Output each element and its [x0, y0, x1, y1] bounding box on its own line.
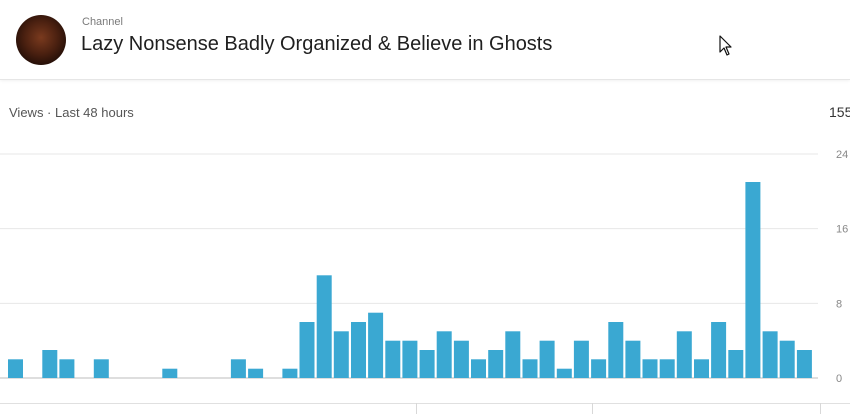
channel-title[interactable]: Lazy Nonsense Badly Organized & Believe … [81, 33, 553, 55]
chart-bar[interactable] [385, 340, 401, 378]
chart-bar[interactable] [282, 368, 298, 378]
chart-bar[interactable] [625, 340, 641, 378]
channel-avatar[interactable] [16, 15, 66, 65]
y-tick-label: 16 [836, 224, 848, 236]
chart-bar[interactable] [471, 359, 486, 378]
chart-bar[interactable] [745, 182, 761, 378]
chart-bar[interactable] [591, 359, 607, 378]
x-axis-divider [416, 403, 417, 414]
chart-bar[interactable] [488, 350, 504, 378]
chart-bar[interactable] [248, 368, 264, 378]
chart-bar[interactable] [762, 331, 778, 378]
chart-bar[interactable] [779, 340, 795, 378]
chart-bar[interactable] [299, 322, 315, 378]
chart-bar[interactable] [539, 340, 555, 378]
chart-bar[interactable] [316, 275, 332, 378]
chart-bar[interactable] [676, 331, 692, 378]
x-axis-line [0, 403, 850, 404]
chart-bar[interactable] [59, 359, 75, 378]
chart-bar[interactable] [351, 322, 366, 378]
chart-bar[interactable] [659, 359, 675, 378]
channel-header: Channel Lazy Nonsense Badly Organized & … [0, 0, 850, 80]
chart-bar[interactable] [796, 350, 812, 378]
views-period-label: Views · Last 48 hours [9, 105, 134, 120]
x-axis-divider [820, 403, 821, 414]
y-tick-label: 0 [836, 373, 842, 385]
x-axis-divider [592, 403, 593, 414]
chart-bar[interactable] [8, 359, 23, 378]
chart-bar[interactable] [505, 331, 521, 378]
chart-bar[interactable] [333, 331, 349, 378]
views-total: 155 [829, 104, 850, 120]
chart-bar[interactable] [368, 312, 384, 378]
chart-bar[interactable] [436, 331, 452, 378]
chart-bar[interactable] [419, 350, 435, 378]
chart-bar[interactable] [402, 340, 418, 378]
y-tick-label: 24 [836, 149, 848, 161]
header-kicker: Channel [82, 16, 123, 28]
chart-bar[interactable] [453, 340, 469, 378]
y-tick-label: 8 [836, 298, 842, 310]
chart-bar[interactable] [93, 359, 109, 378]
chart-bar[interactable] [556, 368, 572, 378]
chart-bar[interactable] [230, 359, 246, 378]
chart-bar[interactable] [42, 350, 58, 378]
chart-bar[interactable] [728, 350, 744, 378]
chart-bar[interactable] [642, 359, 658, 378]
chart-bar[interactable] [162, 368, 178, 378]
chart-bar[interactable] [573, 340, 589, 378]
chart-bar[interactable] [711, 322, 727, 378]
chart-bar[interactable] [694, 359, 709, 378]
mouse-pointer-icon [719, 35, 732, 56]
chart-bar[interactable] [522, 359, 538, 378]
views-bar-chart: 0 8 16 24 [0, 149, 848, 385]
chart-bar[interactable] [608, 322, 624, 378]
